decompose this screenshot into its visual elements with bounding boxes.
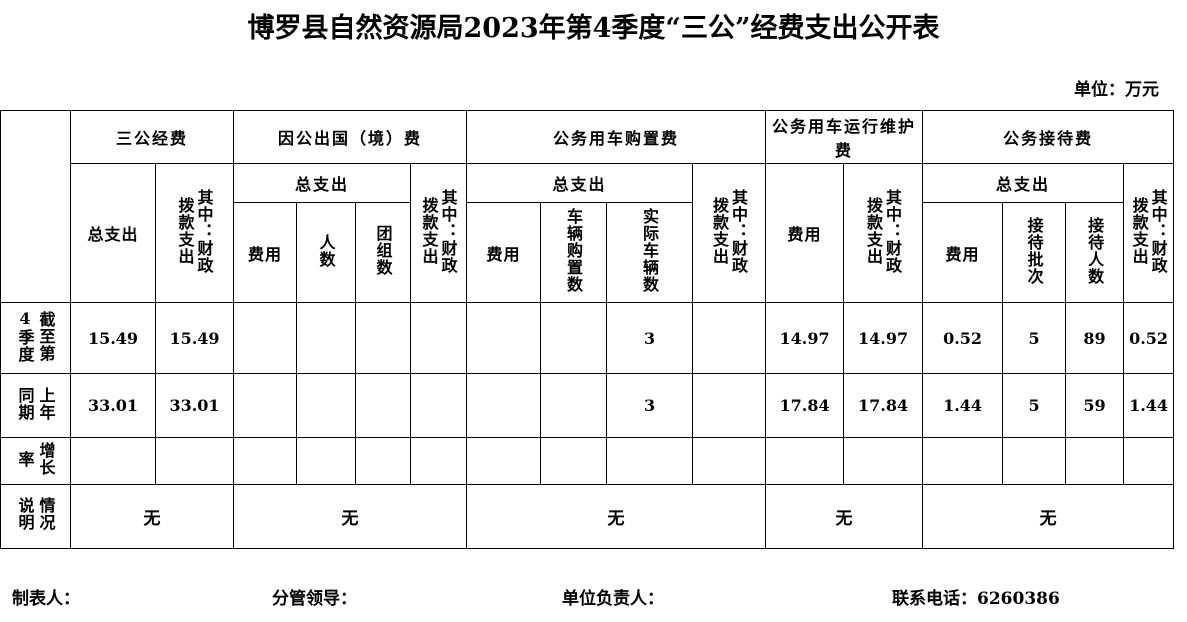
subheader-vehicle-purchase-total: 总支出 — [466, 163, 694, 203]
subheader-vehicle-operation-fee: 费用 — [765, 163, 845, 303]
col-vehicles-purchased: 车辆购置数 — [540, 202, 608, 303]
col-hospitality-fee: 费用 — [922, 202, 1004, 303]
cell-vehicle-purchase-fee — [466, 302, 542, 374]
cell-vehicle-operation-fee — [765, 437, 845, 485]
col-reception-batches: 接待批次 — [1002, 202, 1067, 303]
header-group-row: 三公经费 因公出国（境）费 公务用车购置费 公务用车运行维护费 公务接待费 — [0, 110, 1187, 303]
cell-reception-batches — [1002, 437, 1067, 485]
table-row: 增长率 — [0, 437, 1187, 485]
cell-hospitality-fiscal: 1.44 — [1123, 373, 1175, 438]
cell-actual-vehicles: 3 — [606, 373, 694, 438]
footer-contact-phone: 联系电话：6260386 — [892, 589, 1060, 609]
cell-vehicle-purchase-fiscal — [692, 373, 767, 438]
cell-vehicle-purchase-fiscal — [692, 302, 767, 374]
page-title: 博罗县自然资源局2023年第4季度“三公”经费支出公开表 — [247, 13, 940, 44]
group-header-sangong: 三公经费 — [69, 110, 235, 164]
subheader-abroad-fiscal: 其中：财政拨款支出 — [410, 163, 468, 303]
cell-vehicle-purchase-fee — [466, 437, 542, 485]
cell-hospitality-fee: 0.52 — [922, 302, 1004, 374]
cell-abroad-groups — [355, 302, 412, 374]
cell-vehicles-purchased — [540, 373, 608, 438]
header-leaf-row: 费用 人数 团组数 费用 车辆购置数 实际车辆数 费用 — [1, 202, 1187, 303]
cell-sangong-total — [70, 437, 156, 485]
cell-vehicles-purchased — [540, 437, 608, 485]
cell-abroad-fiscal — [410, 302, 468, 374]
cell-vehicle-operation-fiscal: 17.84 — [843, 373, 924, 438]
cell-abroad-persons — [296, 302, 357, 374]
cell-reception-persons: 89 — [1065, 302, 1125, 374]
cell-reception-persons: 59 — [1065, 373, 1125, 438]
cell-abroad-fiscal — [410, 373, 468, 438]
group-header-vehicle-operation: 公务用车运行维护费 — [765, 110, 924, 164]
cell-vehicle-operation-fee: 14.97 — [765, 302, 845, 374]
row-label-notes: 情况说明 — [0, 484, 71, 549]
cell-vehicle-operation-fiscal — [843, 437, 924, 485]
col-abroad-fee: 费用 — [233, 202, 298, 303]
table-row: 截至第4季度 15.49 15.49 3 14.97 14.97 0.52 5 … — [0, 302, 1187, 374]
corner-cell — [0, 110, 71, 303]
col-abroad-groups: 团组数 — [355, 202, 412, 303]
table-row: 上年同期 33.01 33.01 3 17.84 17.84 1.44 5 59… — [0, 373, 1187, 438]
col-abroad-persons: 人数 — [296, 202, 357, 303]
cell-abroad-fee — [233, 437, 298, 485]
col-reception-persons: 接待人数 — [1065, 202, 1125, 303]
col-vehicle-purchase-fee: 费用 — [466, 202, 542, 303]
note-vehicle-purchase: 无 — [466, 484, 767, 549]
cell-abroad-groups — [355, 373, 412, 438]
group-header-vehicle-purchase: 公务用车购置费 — [466, 110, 767, 164]
group-header-hospitality: 公务接待费 — [922, 110, 1175, 164]
row-label-growth-rate: 增长率 — [0, 437, 71, 485]
cell-sangong-fiscal — [154, 437, 235, 485]
header-subgroup-row: 总支出 其中：财政拨款支出 总支出 其中：财政拨款支出 总支出 其中：财政拨款支… — [1, 163, 1187, 303]
cell-reception-batches: 5 — [1002, 302, 1067, 374]
footer-supervisor: 分管领导： — [272, 589, 357, 609]
cell-abroad-persons — [296, 437, 357, 485]
cell-actual-vehicles: 3 — [606, 302, 694, 374]
subheader-vehicle-purchase-fiscal: 其中：财政拨款支出 — [692, 163, 767, 303]
cell-actual-vehicles — [606, 437, 694, 485]
col-actual-vehicles: 实际车辆数 — [606, 202, 694, 303]
cell-hospitality-fee — [922, 437, 1004, 485]
cell-vehicle-purchase-fiscal — [692, 437, 767, 485]
subheader-abroad-total: 总支出 — [233, 163, 412, 203]
cell-reception-persons — [1065, 437, 1125, 485]
sangong-expenditure-table: 三公经费 因公出国（境）费 公务用车购置费 公务用车运行维护费 公务接待费 总支… — [0, 110, 1187, 549]
cell-abroad-fiscal — [410, 437, 468, 485]
group-header-abroad: 因公出国（境）费 — [233, 110, 468, 164]
subheader-sangong-total: 总支出 — [70, 163, 156, 303]
cell-abroad-fee — [233, 373, 298, 438]
cell-vehicle-operation-fee: 17.84 — [765, 373, 845, 438]
row-label-previous-year: 上年同期 — [0, 373, 71, 438]
cell-sangong-total: 33.01 — [70, 373, 156, 438]
cell-hospitality-fiscal — [1123, 437, 1175, 485]
cell-abroad-fee — [233, 302, 298, 374]
subheader-hospitality-fiscal: 其中：财政拨款支出 — [1123, 163, 1175, 303]
cell-abroad-persons — [296, 373, 357, 438]
note-vehicle-operation: 无 — [765, 484, 924, 549]
cell-hospitality-fiscal: 0.52 — [1123, 302, 1175, 374]
cell-hospitality-fee: 1.44 — [922, 373, 1004, 438]
cell-sangong-fiscal: 15.49 — [154, 302, 235, 374]
note-abroad: 无 — [233, 484, 468, 549]
subheader-vehicle-operation-fiscal: 其中：财政拨款支出 — [843, 163, 924, 303]
note-sangong: 无 — [69, 484, 235, 549]
table-row-note: 情况说明 无 无 无 无 无 — [0, 484, 1187, 549]
cell-vehicle-purchase-fee — [466, 373, 542, 438]
cell-vehicle-operation-fiscal: 14.97 — [843, 302, 924, 374]
footer-preparer: 制表人： — [12, 589, 80, 609]
note-hospitality: 无 — [922, 484, 1175, 549]
cell-abroad-groups — [355, 437, 412, 485]
cell-vehicles-purchased — [540, 302, 608, 374]
row-label-current-quarter: 截至第4季度 — [0, 302, 71, 374]
unit-label: 单位：万元 — [1074, 80, 1159, 100]
cell-sangong-total: 15.49 — [70, 302, 156, 374]
footer-signature-row: 制表人： 分管领导： 单位负责人： 联系电话：6260386 — [0, 584, 1187, 614]
cell-reception-batches: 5 — [1002, 373, 1067, 438]
subheader-hospitality-total: 总支出 — [922, 163, 1125, 203]
subheader-sangong-fiscal: 其中：财政拨款支出 — [154, 163, 235, 303]
cell-sangong-fiscal: 33.01 — [154, 373, 235, 438]
footer-unit-head: 单位负责人： — [562, 589, 664, 609]
